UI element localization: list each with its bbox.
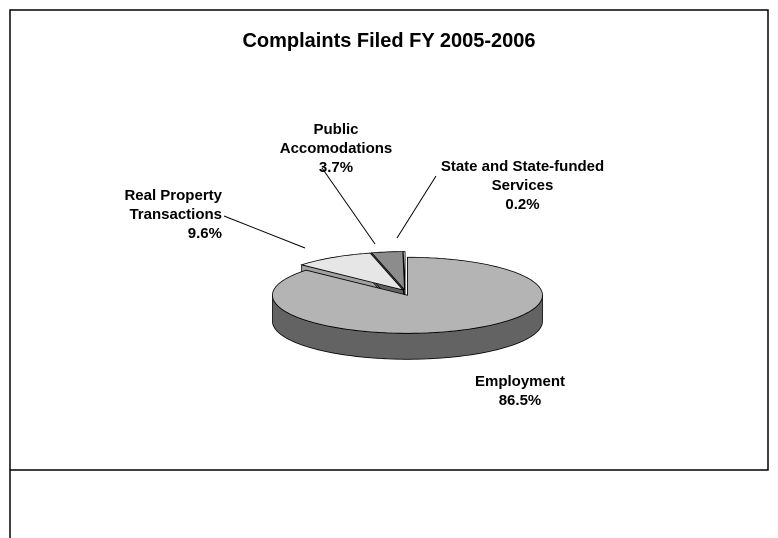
slice-label: Employment 86.5% bbox=[440, 372, 600, 410]
value-label: 3.7% bbox=[318, 159, 354, 176]
category-label: Employment bbox=[474, 373, 565, 390]
leader-line bbox=[223, 215, 306, 249]
slice bbox=[272, 256, 543, 334]
category-label: State and State-funded Services bbox=[440, 158, 605, 194]
leader-line bbox=[396, 175, 437, 239]
slice bbox=[370, 251, 405, 291]
category-label: Public Accomodations bbox=[279, 121, 393, 157]
value-label: 86.5% bbox=[498, 392, 542, 409]
slice-label: State and State-funded Services 0.2% bbox=[440, 157, 605, 214]
slice-label: Public Accomodations 3.7% bbox=[276, 120, 396, 177]
leader-line bbox=[321, 167, 376, 245]
slice bbox=[300, 252, 405, 291]
slice-label: Real Property Transactions 9.6% bbox=[60, 186, 222, 243]
slice bbox=[402, 251, 406, 290]
value-label: 0.2% bbox=[505, 196, 540, 213]
chart-frame bbox=[9, 9, 769, 538]
chart-title: Complaints Filed FY 2005-2006 bbox=[242, 30, 536, 52]
value-label: 9.6% bbox=[187, 225, 222, 242]
category-label: Real Property Transactions bbox=[124, 187, 222, 223]
